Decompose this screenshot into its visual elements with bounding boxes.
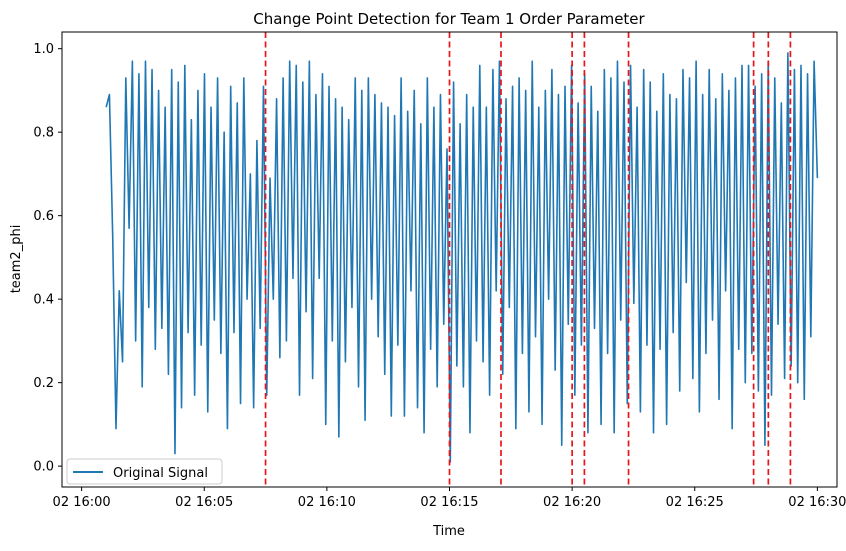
legend-box [66,458,223,485]
signal-line [105,52,819,463]
x-axis: 02 16:00 02 16:05 02 16:10 02 16:15 02 16:20… [53,487,846,510]
chart-title: Change Point Detection for Team 1 Order … [253,10,645,28]
y-axis-label: team2_phi [9,225,24,294]
x-tick-label-4: 02 16:20 [543,495,601,510]
x-tick-label-0: 02 16:00 [53,495,111,510]
y-axis: 0.0 0.2 0.4 0.6 0.8 1.0 [33,42,62,475]
legend-label: Original Signal [113,466,208,481]
legend: Original Signal [66,458,223,485]
y-tick-label-3: 0.6 [33,209,54,224]
y-tick-label-4: 0.8 [33,126,54,141]
plot-area [61,31,838,488]
x-tick-label-6: 02 16:30 [788,495,846,510]
x-axis-label: Time [432,524,465,539]
x-tick-label-5: 02 16:25 [666,495,724,510]
y-tick-label-2: 0.4 [33,293,54,308]
x-tick-label-1: 02 16:05 [175,495,233,510]
y-tick-label-1: 0.2 [33,376,54,391]
x-tick-label-3: 02 16:15 [420,495,478,510]
y-tick-label-0: 0.0 [33,460,54,475]
x-tick-label-2: 02 16:10 [298,495,356,510]
y-tick-label-5: 1.0 [33,42,54,57]
signal-layer [105,52,819,463]
